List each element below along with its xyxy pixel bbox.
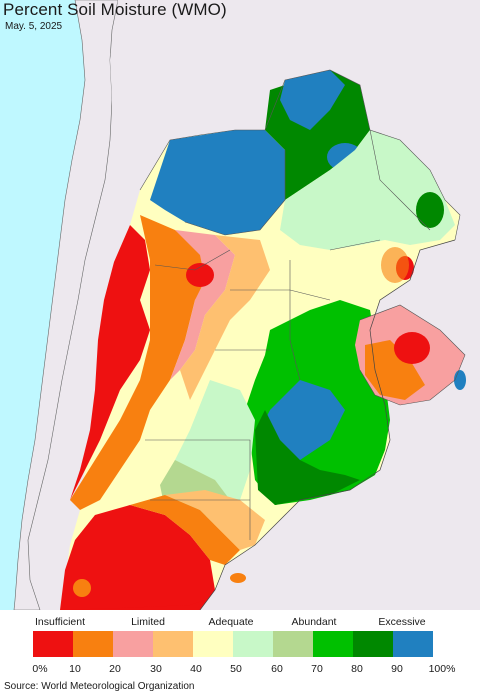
neighbor-land-north bbox=[110, 0, 480, 250]
legend-tick: 100% bbox=[428, 663, 456, 675]
region-green-ne-pocket bbox=[416, 192, 444, 228]
legend-tick: 10 bbox=[69, 663, 81, 675]
argentina-coastline bbox=[199, 239, 456, 610]
legend-swatch bbox=[33, 631, 73, 657]
legend-swatch bbox=[393, 631, 433, 657]
legend-category-insufficient: Insufficient bbox=[34, 616, 86, 628]
legend-tick: 20 bbox=[109, 663, 121, 675]
region-lightorange bbox=[180, 235, 270, 400]
map-date: May. 5, 2025 bbox=[5, 21, 63, 32]
legend-category-excessive: Excessive bbox=[378, 616, 426, 628]
chile-coast bbox=[13, 0, 119, 610]
region-darkgreen-central bbox=[255, 410, 360, 505]
legend-category-abundant: Abundant bbox=[291, 616, 337, 628]
legend-tick: 90 bbox=[391, 663, 403, 675]
southern-land bbox=[60, 600, 205, 610]
legend-tick: 40 bbox=[190, 663, 202, 675]
region-blue-ne bbox=[280, 70, 345, 130]
region-patagonia-orange bbox=[130, 495, 240, 565]
region-patagonia-pink bbox=[165, 490, 265, 550]
legend-swatch bbox=[113, 631, 153, 657]
region-island-orange bbox=[230, 573, 246, 583]
legend-color-bar bbox=[33, 631, 433, 657]
legend-category-limited: Limited bbox=[131, 616, 165, 628]
region-red-west bbox=[70, 225, 150, 500]
legend-tick: 0% bbox=[32, 663, 48, 675]
region-pink bbox=[170, 230, 235, 380]
region-red-pocket bbox=[186, 263, 214, 287]
region-lightgreen-ne bbox=[280, 130, 455, 250]
region-uruguay-red bbox=[394, 332, 430, 364]
soil-moisture-map: Percent Soil Moisture (WMO) May. 5, 2025 bbox=[0, 0, 480, 610]
region-orange-west bbox=[70, 215, 210, 510]
region-blue-nw bbox=[150, 130, 285, 235]
region-uruguay-blue bbox=[454, 370, 466, 390]
source-credit: Source: World Meteorological Organizatio… bbox=[4, 681, 195, 692]
region-patagonia-red bbox=[60, 505, 215, 610]
legend-swatch bbox=[353, 631, 393, 657]
legend-tick: 50 bbox=[230, 663, 242, 675]
borders bbox=[139, 69, 466, 540]
legend-category-adequate: Adequate bbox=[208, 616, 254, 628]
legend-swatch bbox=[233, 631, 273, 657]
region-orange-ne-pocket bbox=[381, 247, 409, 283]
legend: Insufficient Limited Adequate Abundant E… bbox=[0, 610, 480, 694]
legend-swatch bbox=[193, 631, 233, 657]
legend-swatch bbox=[273, 631, 313, 657]
legend-tick: 70 bbox=[311, 663, 323, 675]
region-red-spot-sw bbox=[73, 579, 91, 597]
legend-swatch bbox=[73, 631, 113, 657]
legend-swatch bbox=[153, 631, 193, 657]
region-uruguay-orange bbox=[365, 340, 425, 400]
legend-swatch bbox=[313, 631, 353, 657]
legend-tick: 80 bbox=[351, 663, 363, 675]
legend-tick: 30 bbox=[150, 663, 162, 675]
legend-tick: 60 bbox=[271, 663, 283, 675]
map-title: Percent Soil Moisture (WMO) bbox=[3, 0, 227, 19]
